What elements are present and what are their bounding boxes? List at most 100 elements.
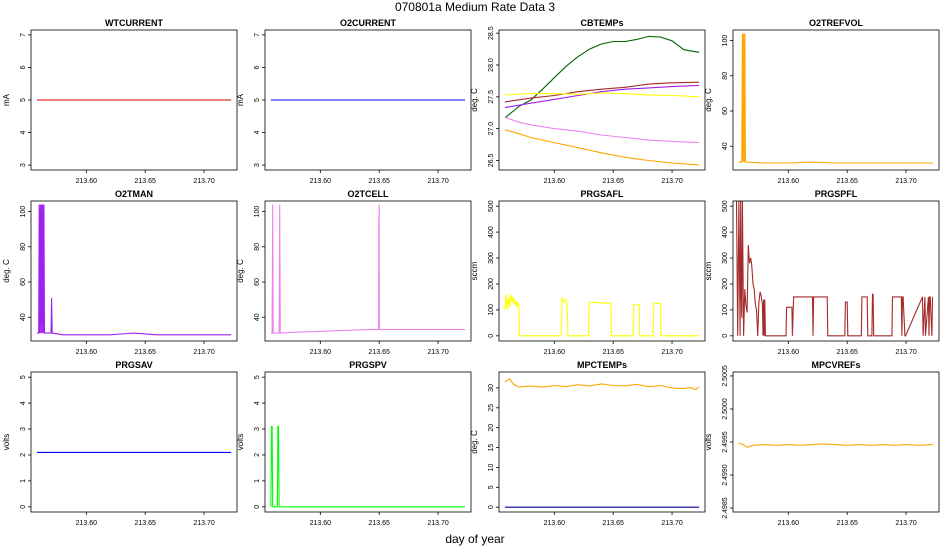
panel-title: CBTEMPs — [580, 18, 623, 28]
panel-wtcurrent: WTCURRENT mA 3 4 5 6 7 213.60 213.65 213.70 — [2, 18, 238, 185]
plot-frame — [732, 200, 940, 342]
series-line-o2tcell — [270, 204, 466, 334]
y-tick-label: 0 — [20, 505, 27, 509]
y-tick-label: 100 — [488, 304, 495, 316]
plot-frame — [498, 371, 706, 513]
y-tick-label: 25 — [488, 404, 495, 412]
x-tick-label: 213.65 — [368, 520, 390, 527]
panel-title: WTCURRENT — [105, 18, 163, 28]
y-tick-label: 27.5 — [488, 90, 495, 104]
y-tick-label: 3 — [254, 427, 261, 431]
x-tick-label: 213.70 — [661, 178, 683, 185]
x-tick-label: 213.70 — [427, 349, 449, 356]
panel-mpcvrefs: MPCVREFs volts 2.4985 2.4990 2.4995 2.5000 2.5… — [704, 360, 940, 527]
plot-frame — [732, 371, 940, 513]
panel-prgspv: PRGSPV volts 0 1 2 3 4 5 213.60 213.65 213.70 — [236, 360, 472, 527]
y-tick-label: 28.5 — [488, 26, 495, 40]
plot-frame — [264, 29, 472, 171]
y-tick-label: 80 — [722, 72, 729, 80]
panel-prgsav: PRGSAV volts 0 1 2 3 4 5 213.60 213.65 213.70 — [2, 360, 238, 527]
series-line-purple — [504, 84, 700, 109]
panel-o2tcell: O2TCELL deg. C 40 60 80 100 213.60 213.65 213.70 — [236, 189, 472, 356]
y-tick-label: 3 — [20, 427, 27, 431]
x-tick-label: 213.60 — [310, 178, 332, 185]
x-tick-label: 213.65 — [368, 349, 390, 356]
x-tick-label: 213.60 — [544, 349, 566, 356]
y-tick-label: 40 — [722, 142, 729, 150]
y-tick-label: 7 — [20, 33, 27, 37]
y-tick-label: 0 — [254, 505, 261, 509]
panel-title: O2CURRENT — [340, 18, 397, 28]
y-tick-label: 6 — [20, 65, 27, 69]
y-tick-label: 60 — [254, 278, 261, 286]
x-tick-label: 213.60 — [544, 178, 566, 185]
plot-frame — [264, 371, 472, 513]
y-tick-label: 0 — [722, 334, 729, 338]
y-tick-label: 40 — [254, 313, 261, 321]
x-tick-label: 213.70 — [661, 349, 683, 356]
page-title: 070801a Medium Rate Data 3 — [395, 0, 555, 14]
x-tick-label: 213.65 — [134, 178, 156, 185]
x-tick-label: 213.65 — [602, 520, 624, 527]
y-tick-label: 3 — [254, 163, 261, 167]
x-tick-label: 213.65 — [602, 178, 624, 185]
panel-prgspfl: PRGSPFL sccm 0 100 200 300 400 500 213.60 213.65 2… — [704, 189, 940, 356]
plot-frame — [30, 29, 238, 171]
x-tick-label: 213.65 — [368, 178, 390, 185]
y-tick-label: 5 — [20, 375, 27, 379]
y-axis-label: deg. C — [704, 88, 713, 112]
x-tick-label: 213.65 — [134, 349, 156, 356]
y-tick-label: 2 — [20, 453, 27, 457]
x-tick-label: 213.70 — [661, 520, 683, 527]
plot-frame — [498, 29, 706, 171]
y-tick-label: 0 — [488, 334, 495, 338]
y-tick-label: 400 — [488, 226, 495, 238]
panel-title: MPCVREFs — [811, 360, 860, 370]
y-tick-label: 10 — [488, 463, 495, 471]
y-tick-label: 15 — [488, 444, 495, 452]
x-tick-label: 213.60 — [76, 520, 98, 527]
panel-title: O2TCELL — [347, 189, 389, 199]
y-axis-label: sccm — [470, 261, 479, 280]
y-tick-label: 100 — [254, 206, 261, 218]
panels: WTCURRENT mA 3 4 5 6 7 213.60 213.65 213.70 O2CURR… — [2, 18, 940, 527]
y-tick-label: 200 — [488, 278, 495, 290]
y-tick-label: 80 — [20, 243, 27, 251]
panel-title: PRGSPV — [349, 360, 387, 370]
panel-title: MPCTEMPs — [577, 360, 627, 370]
series-line-prgspv — [270, 425, 466, 508]
x-tick-label: 213.60 — [778, 178, 800, 185]
panel-cbtemps: CBTEMPs deg. C 26.5 27.0 27.5 28.0 28.5 213.60 2… — [470, 18, 706, 185]
series-line-darkgreen — [504, 35, 700, 119]
y-tick-label: 1 — [254, 479, 261, 483]
y-axis-label: mA — [236, 93, 245, 106]
x-tick-label: 213.70 — [427, 178, 449, 185]
series-line-o2tman — [36, 204, 232, 336]
y-tick-label: 2.4990 — [722, 464, 729, 486]
x-tick-label: 213.65 — [602, 349, 624, 356]
y-tick-label: 4 — [20, 401, 27, 405]
x-tick-label: 213.60 — [310, 520, 332, 527]
y-tick-label: 5 — [488, 485, 495, 489]
y-tick-label: 2.5000 — [722, 398, 729, 420]
y-tick-label: 500 — [722, 200, 729, 212]
plot-frame — [264, 200, 472, 342]
x-tick-label: 213.70 — [193, 178, 215, 185]
y-tick-label: 4 — [254, 401, 261, 405]
plot-frame — [30, 371, 238, 513]
series-line-mpcvrefs — [738, 442, 934, 448]
plot-frame — [732, 29, 940, 171]
y-tick-label: 100 — [722, 35, 729, 47]
x-tick-label: 213.60 — [778, 520, 800, 527]
y-axis-label: deg. C — [236, 259, 245, 283]
y-axis-label: mA — [2, 93, 11, 106]
y-tick-label: 2.5005 — [722, 365, 729, 387]
x-tick-label: 213.60 — [76, 349, 98, 356]
panel-title: PRGSPFL — [815, 189, 858, 199]
x-tick-label: 213.65 — [836, 520, 858, 527]
panel-title: O2TMAN — [115, 189, 153, 199]
x-tick-label: 213.70 — [895, 349, 917, 356]
y-tick-label: 300 — [722, 252, 729, 264]
series-line-orange — [504, 378, 700, 391]
